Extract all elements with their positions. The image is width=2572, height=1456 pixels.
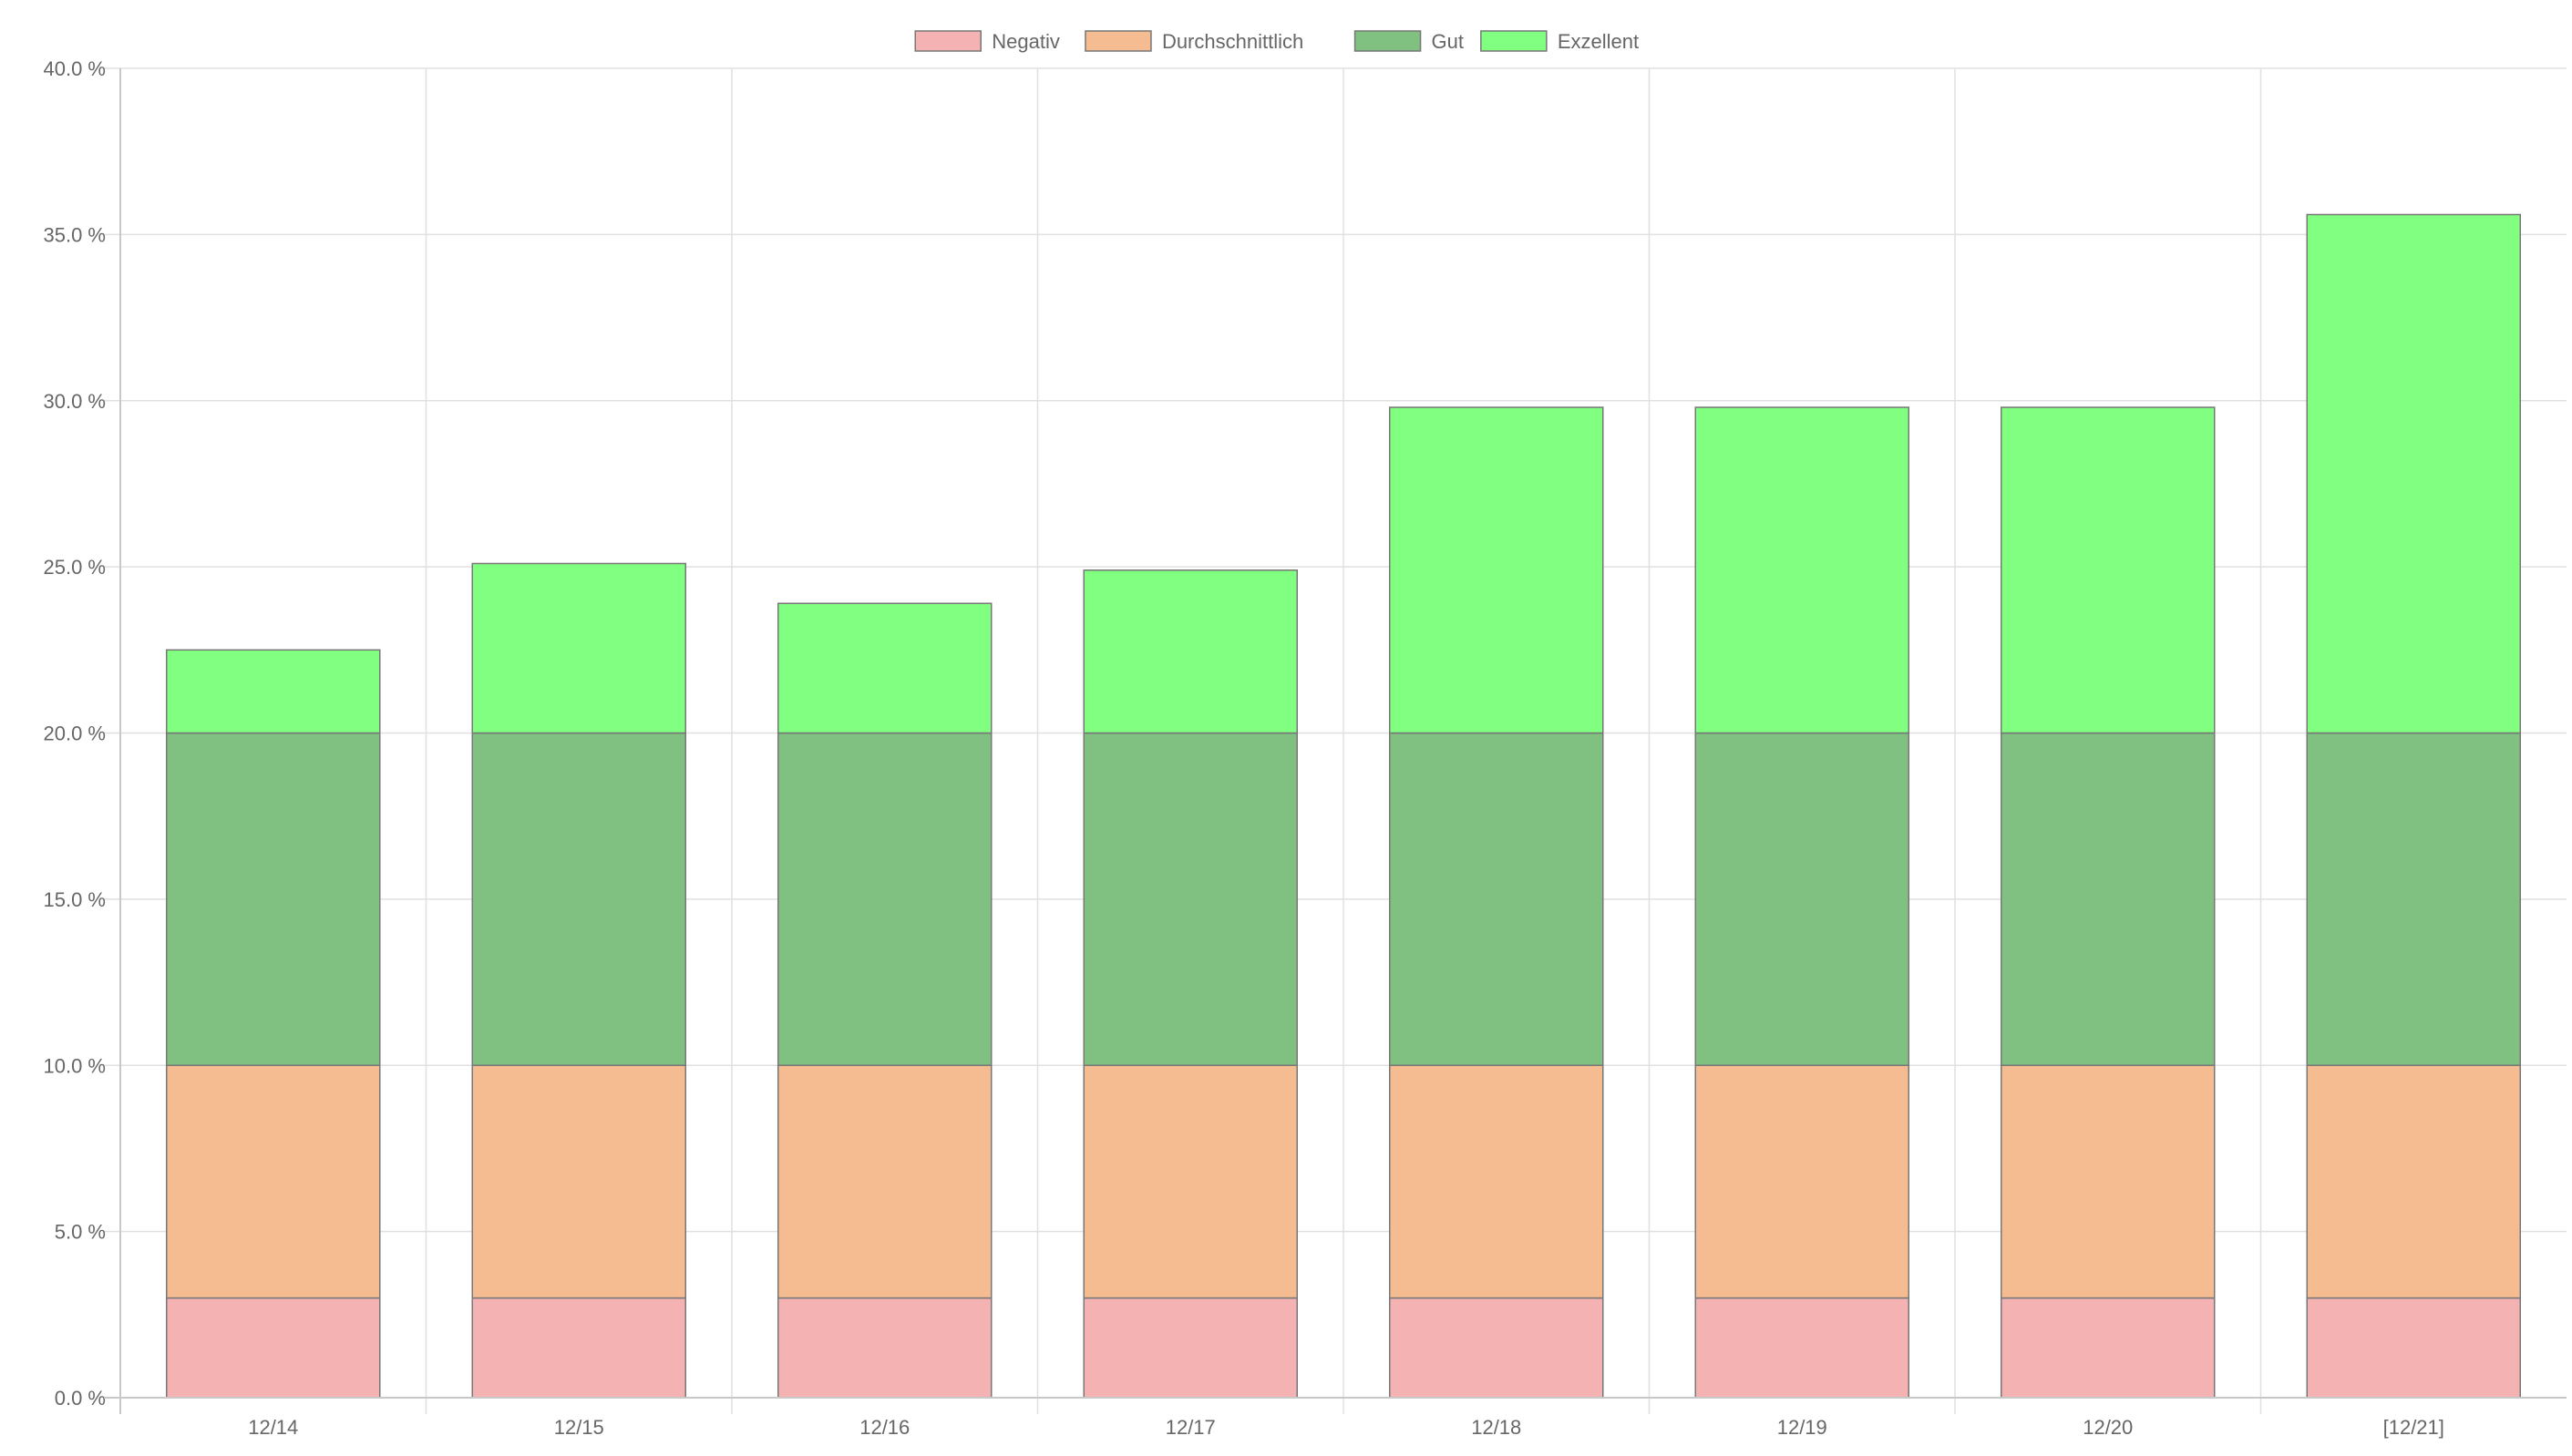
bar-segment-gut-2[interactable] (777, 732, 993, 1066)
legend: Negativ Durchschnittlich Gut Exzellent (914, 30, 1639, 53)
legend-label: Negativ (992, 30, 1060, 53)
legend-item-durchschnittlich[interactable]: Durchschnittlich (1085, 30, 1303, 53)
bar-segment-exzellent-5[interactable] (1694, 406, 1909, 734)
bar-segment-gut-7[interactable] (2306, 732, 2521, 1066)
bar-segment-gut-5[interactable] (1694, 732, 1909, 1066)
bars (166, 213, 2521, 1399)
y-tick-label: 40.0 % (44, 57, 107, 80)
bar-segment-negativ-2[interactable] (777, 1297, 993, 1399)
bar-segment-exzellent-6[interactable] (2001, 406, 2216, 734)
bar-segment-durchschnittlich-0[interactable] (166, 1064, 381, 1299)
grid (104, 67, 2567, 1414)
legend-item-exzellent[interactable]: Exzellent (1480, 30, 1639, 53)
y-tick-label: 5.0 % (55, 1221, 106, 1244)
bar-segment-exzellent-4[interactable] (1389, 406, 1604, 734)
legend-item-gut[interactable]: Gut (1353, 30, 1464, 53)
x-tick-label: 12/18 (1471, 1416, 1521, 1439)
legend-swatch (1085, 30, 1152, 52)
bar-segment-gut-0[interactable] (166, 732, 381, 1066)
bar-segment-gut-6[interactable] (2001, 732, 2216, 1066)
legend-label: Exzellent (1558, 30, 1639, 53)
bar-segment-exzellent-3[interactable] (1083, 569, 1298, 734)
bar-segment-exzellent-7[interactable] (2306, 213, 2521, 734)
legend-item-negativ[interactable]: Negativ (914, 30, 1060, 53)
legend-label: Durchschnittlich (1162, 30, 1303, 53)
axes: 0.0 % 5.0 % 10.0 % 15.0 % 20.0 % 25.0 % 30.0 %… (44, 57, 2567, 1439)
bar-segment-negativ-3[interactable] (1083, 1297, 1298, 1399)
bar-segment-exzellent-0[interactable] (166, 649, 381, 734)
bar-segment-negativ-4[interactable] (1389, 1297, 1604, 1399)
x-tick-label: 12/14 (248, 1416, 298, 1439)
y-tick-label: 15.0 % (44, 888, 107, 911)
bar-segment-gut-1[interactable] (471, 732, 686, 1066)
bar-segment-gut-3[interactable] (1083, 732, 1298, 1066)
bar-segment-exzellent-2[interactable] (777, 602, 993, 734)
x-tick-label: [12/21] (2383, 1416, 2444, 1439)
x-tick-label: 12/20 (2083, 1416, 2133, 1439)
bar-segment-negativ-5[interactable] (1694, 1297, 1909, 1399)
bar-segment-durchschnittlich-7[interactable] (2306, 1064, 2521, 1299)
legend-swatch (1353, 30, 1422, 52)
y-tick-label: 30.0 % (44, 390, 107, 413)
bar-segment-durchschnittlich-2[interactable] (777, 1064, 993, 1299)
bar-segment-negativ-0[interactable] (166, 1297, 381, 1399)
bar-segment-negativ-6[interactable] (2001, 1297, 2216, 1399)
x-tick-label: 12/17 (1166, 1416, 1216, 1439)
y-tick-label: 25.0 % (44, 556, 107, 579)
bar-segment-durchschnittlich-5[interactable] (1694, 1064, 1909, 1299)
bar-segment-durchschnittlich-4[interactable] (1389, 1064, 1604, 1299)
legend-label: Gut (1432, 30, 1464, 53)
y-tick-label: 10.0 % (44, 1054, 107, 1077)
x-tick-label: 12/19 (1777, 1416, 1827, 1439)
bar-segment-durchschnittlich-6[interactable] (2001, 1064, 2216, 1299)
bar-segment-negativ-7[interactable] (2306, 1297, 2521, 1399)
x-tick-label: 12/16 (859, 1416, 910, 1439)
bar-segment-negativ-1[interactable] (471, 1297, 686, 1399)
y-tick-label: 20.0 % (44, 723, 107, 745)
bar-segment-gut-4[interactable] (1389, 732, 1604, 1066)
legend-swatch (914, 30, 982, 52)
bar-segment-durchschnittlich-1[interactable] (471, 1064, 686, 1299)
legend-swatch (1480, 30, 1548, 52)
y-tick-label: 0.0 % (55, 1387, 106, 1410)
x-tick-label: 12/15 (554, 1416, 604, 1439)
y-tick-label: 35.0 % (44, 223, 107, 246)
bar-segment-durchschnittlich-3[interactable] (1083, 1064, 1298, 1299)
bar-segment-exzellent-1[interactable] (471, 562, 686, 734)
